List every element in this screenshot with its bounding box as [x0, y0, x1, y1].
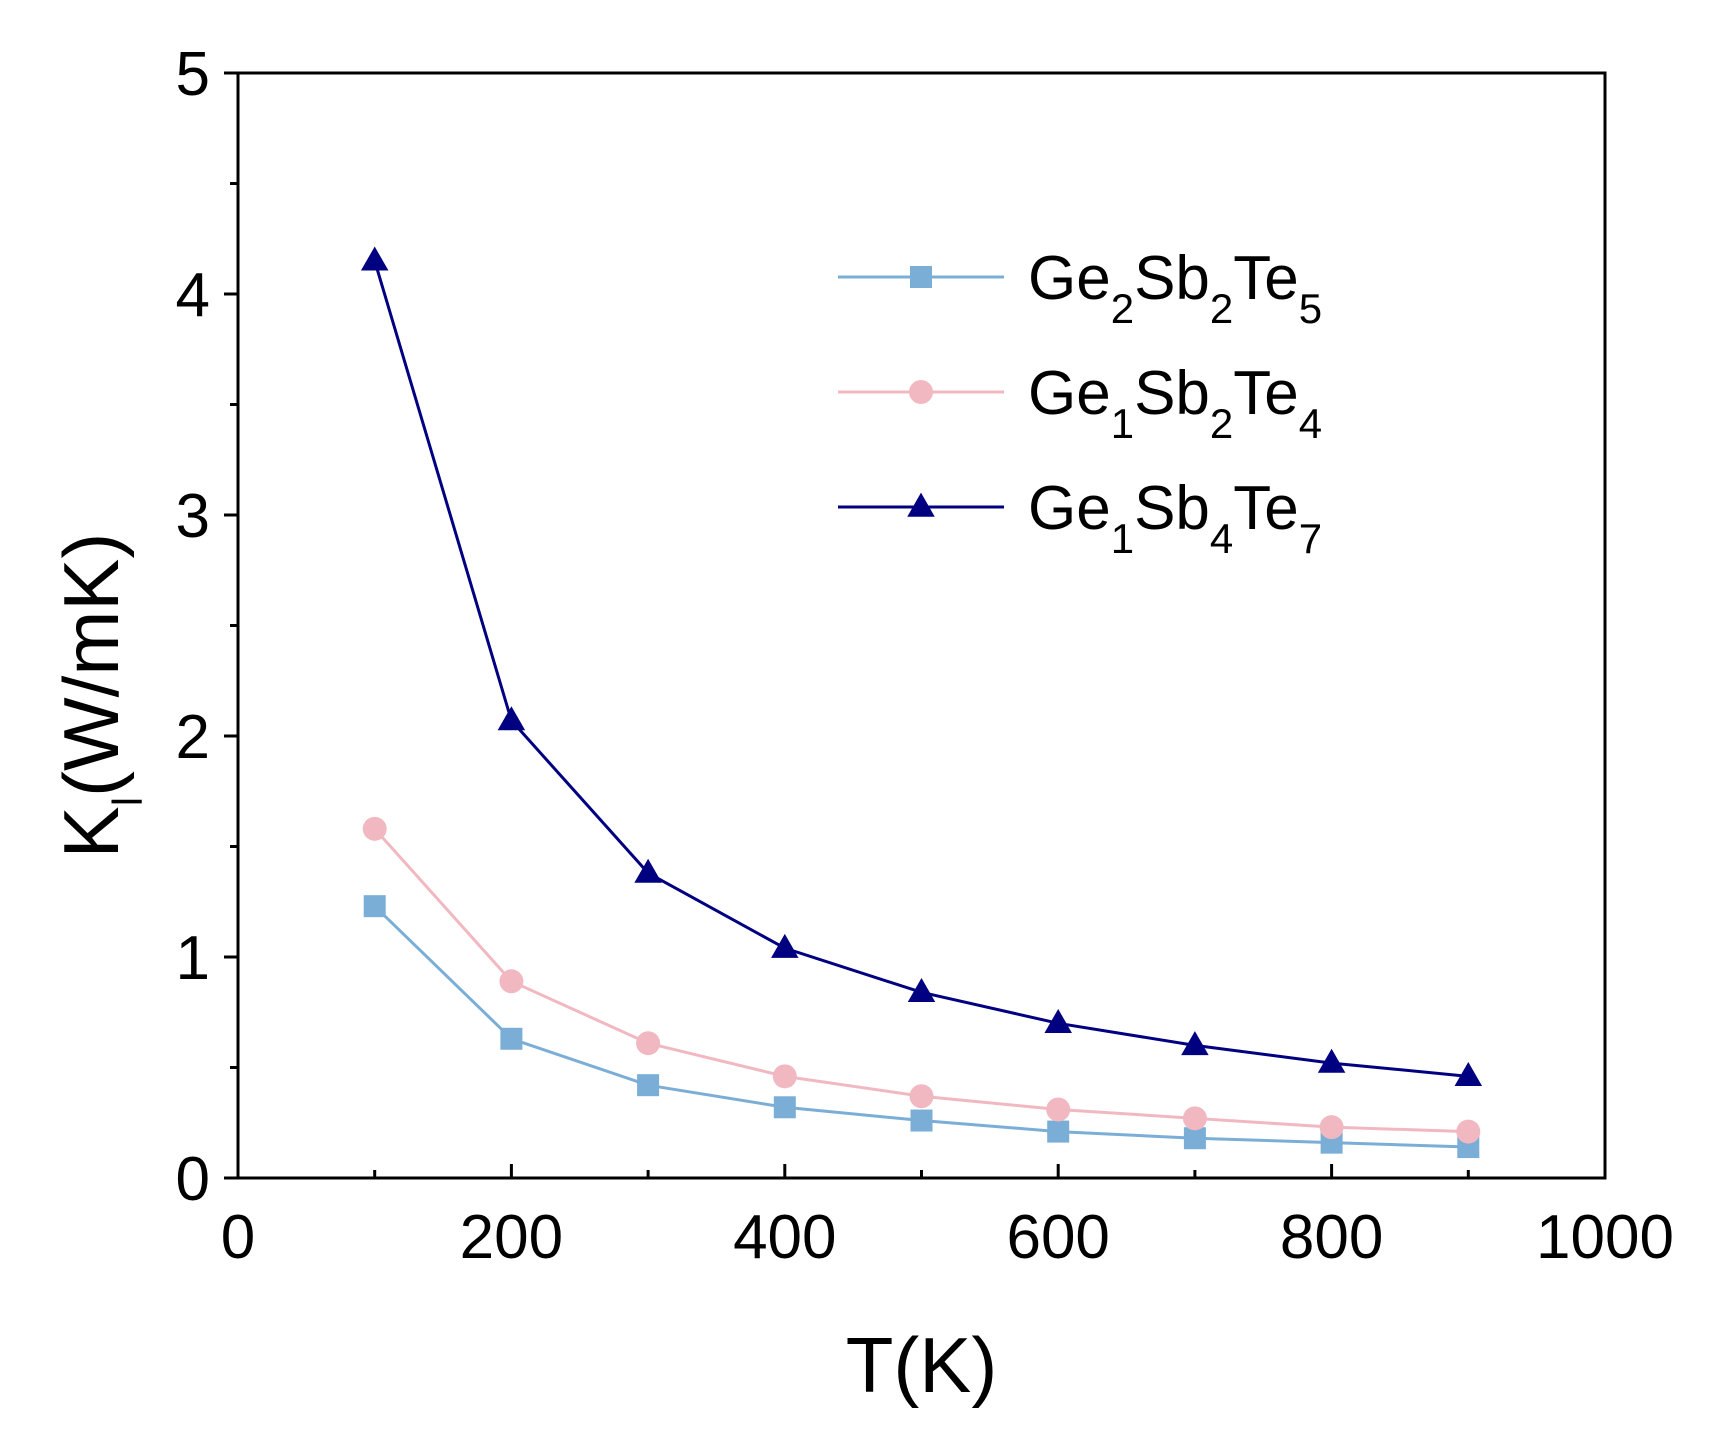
x-tick-label: 800: [1280, 1203, 1383, 1272]
legend-text-part: Te: [1233, 359, 1298, 428]
legend-text-part: Ge: [1028, 474, 1111, 543]
legend-label-ge2sb2te5: Ge2Sb2Te5: [1028, 244, 1322, 332]
legend-text-part: Sb: [1134, 474, 1210, 543]
data-point-ge1sb2te4: [1182, 1106, 1207, 1131]
plot-area: [360, 246, 1483, 1159]
data-point-ge1sb2te4: [1046, 1097, 1071, 1122]
data-point-ge2sb2te5: [910, 1109, 933, 1132]
y-axis-title: Kl(W/mK): [47, 533, 151, 859]
legend-subscript: 5: [1299, 285, 1322, 332]
legend-text-part: Sb: [1134, 244, 1210, 313]
legend-text-part: Ge: [1028, 359, 1111, 428]
plot-frame: [236, 71, 1607, 1180]
x-tick-label: 600: [1006, 1203, 1109, 1272]
x-tick-label: 0: [221, 1203, 255, 1272]
legend-marker-ge1sb2te4: [909, 380, 933, 404]
data-point-ge1sb4te7: [1044, 1008, 1072, 1034]
data-point-ge2sb2te5: [500, 1027, 523, 1050]
y-axis-title-rest: (W/mK): [47, 533, 135, 797]
x-tick-label: 1000: [1536, 1203, 1674, 1272]
legend-subscript: 1: [1111, 515, 1134, 562]
y-tick-label: 0: [176, 1145, 210, 1214]
legend-label-ge1sb2te4: Ge1Sb2Te4: [1028, 359, 1322, 447]
data-point-ge1sb2te4: [772, 1064, 797, 1089]
y-axis-title-subscript: l: [104, 797, 151, 806]
y-tick-label: 3: [176, 482, 210, 551]
y-tick-label: 4: [176, 261, 210, 330]
y-tick-label: 2: [176, 703, 210, 772]
data-point-ge1sb2te4: [636, 1031, 661, 1056]
data-point-ge1sb4te7: [1317, 1048, 1346, 1073]
axes: 0 200 400 600 800 1000 0 1 2 3 4 5: [176, 40, 1674, 1272]
legend-subscript: 2: [1210, 285, 1233, 332]
legend-text-part: Ge: [1028, 244, 1111, 313]
legend-subscript: 4: [1210, 515, 1233, 562]
legend-subscript: 4: [1299, 400, 1322, 447]
y-axis-title-base: K: [47, 806, 135, 858]
legend-subscript: 1: [1111, 400, 1134, 447]
data-point-ge1sb2te4: [499, 969, 524, 994]
legend-subscript: 7: [1299, 515, 1322, 562]
x-tick-label: 200: [460, 1203, 563, 1272]
data-point-ge1sb2te4: [1456, 1119, 1481, 1144]
data-point-ge1sb2te4: [1319, 1115, 1344, 1140]
legend-label-ge1sb4te7: Ge1Sb4Te7: [1028, 474, 1322, 562]
legend-text-part: Sb: [1134, 359, 1210, 428]
data-point-ge1sb4te7: [360, 246, 389, 271]
legend-marker-ge2sb2te5: [910, 266, 932, 288]
data-point-ge1sb2te4: [362, 816, 387, 841]
data-point-ge2sb2te5: [363, 895, 386, 918]
data-point-ge1sb4te7: [1454, 1062, 1483, 1087]
data-point-ge1sb4te7: [907, 978, 936, 1003]
legend-text-part: Te: [1233, 474, 1298, 543]
legend-marker-ge1sb4te7: [907, 492, 935, 517]
x-axis-title: T(K): [846, 1321, 998, 1409]
data-point-ge2sb2te5: [1183, 1127, 1206, 1150]
data-point-ge2sb2te5: [1047, 1120, 1070, 1143]
x-tick-label: 400: [733, 1203, 836, 1272]
data-point-ge2sb2te5: [773, 1096, 796, 1119]
legend-text-part: Te: [1233, 244, 1298, 313]
data-point-ge2sb2te5: [637, 1074, 660, 1097]
legend-subscript: 2: [1210, 400, 1233, 447]
data-point-ge1sb4te7: [497, 706, 526, 731]
data-point-ge1sb2te4: [909, 1084, 934, 1109]
data-point-ge1sb4te7: [634, 858, 662, 883]
y-tick-label: 5: [176, 40, 210, 109]
y-tick-label: 1: [176, 924, 210, 993]
data-point-ge1sb4te7: [1181, 1031, 1209, 1056]
legend-subscript: 2: [1111, 285, 1134, 332]
data-point-ge1sb4te7: [771, 933, 799, 958]
